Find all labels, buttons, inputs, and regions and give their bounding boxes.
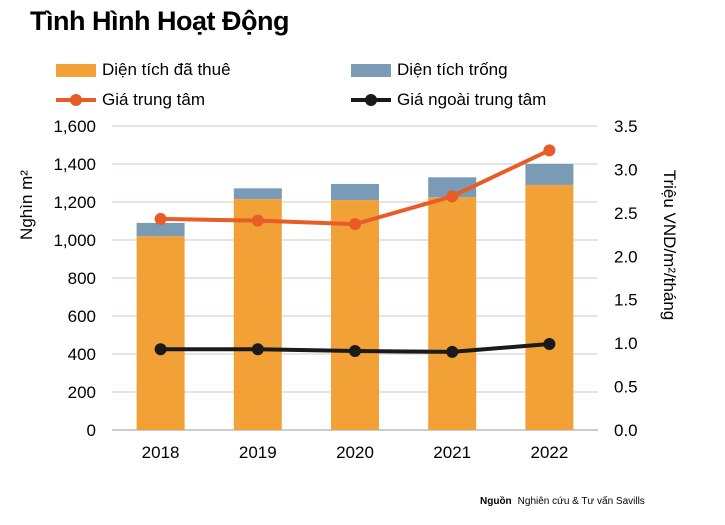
y2-axis-label: Triệu VND/m²/tháng xyxy=(660,170,679,321)
legend-item-outer-price: Giá ngoài trung tâm xyxy=(351,90,546,110)
point-outer-price xyxy=(349,344,361,357)
y2-tick-label: 0.5 xyxy=(614,378,638,397)
y-axis-label: Nghìn m² xyxy=(17,170,36,240)
legend-label: Giá trung tâm xyxy=(102,90,205,109)
y2-tick-label: 1.5 xyxy=(614,291,638,310)
bar-leased xyxy=(136,236,185,430)
y2-tick-label: 2.5 xyxy=(614,204,638,223)
legend-swatch-vacant xyxy=(351,63,391,77)
source-note: Nguồn Nghiên cứu & Tư vấn Savills xyxy=(480,496,645,507)
x-tick-label: 2019 xyxy=(239,443,277,462)
point-central-price xyxy=(154,212,167,225)
y-tick-label: 800 xyxy=(68,269,96,288)
point-outer-price xyxy=(543,338,556,351)
y-tick-label: 1,000 xyxy=(53,231,96,250)
point-outer-price xyxy=(251,343,264,356)
bar-vacant xyxy=(136,222,185,237)
y2-tick-label: 0.0 xyxy=(614,421,638,440)
y-tick-label: 400 xyxy=(68,345,96,364)
x-tick-label: 2020 xyxy=(336,443,374,462)
point-outer-price xyxy=(446,345,459,358)
x-tick-label: 2018 xyxy=(142,443,180,462)
bar-leased xyxy=(428,197,477,430)
legend-item-central-price: Giá trung tâm xyxy=(56,90,205,110)
legend-label: Diện tích đã thuê xyxy=(102,60,231,79)
point-central-price xyxy=(543,144,556,157)
y-tick-label: 0 xyxy=(87,421,96,440)
y2-tick-label: 3.5 xyxy=(614,117,638,136)
source-text: Nghiên cứu & Tư vấn Savills xyxy=(517,496,645,507)
bar-leased xyxy=(233,199,282,430)
legend-item-leased: Diện tích đã thuê xyxy=(56,60,231,80)
legend-line-outer xyxy=(351,92,391,108)
legend-swatch-leased xyxy=(56,63,96,77)
y-tick-label: 1,600 xyxy=(53,117,96,136)
bar-vacant xyxy=(525,164,574,185)
chart-title: Tình Hình Hoạt Động xyxy=(30,6,289,36)
point-central-price xyxy=(349,218,361,231)
bar-leased xyxy=(331,200,379,430)
bar-leased xyxy=(525,184,574,430)
source-label: Nguồn xyxy=(480,496,512,507)
y2-tick-label: 1.0 xyxy=(614,334,638,353)
legend-label: Giá ngoài trung tâm xyxy=(397,90,547,109)
bar-vacant xyxy=(233,188,282,200)
legend-item-vacant: Diện tích trống xyxy=(351,60,508,80)
y2-tick-label: 2.0 xyxy=(614,247,638,266)
point-central-price xyxy=(446,190,459,203)
point-central-price xyxy=(251,214,264,227)
x-tick-label: 2022 xyxy=(530,443,568,462)
legend-label: Diện tích trống xyxy=(397,60,508,79)
x-tick-label: 2021 xyxy=(433,443,471,462)
y-tick-label: 1,200 xyxy=(53,193,96,212)
y-tick-label: 1,400 xyxy=(53,155,96,174)
y2-tick-label: 3.0 xyxy=(614,160,638,179)
legend-line-central xyxy=(56,92,96,108)
y-tick-label: 600 xyxy=(68,307,96,326)
point-outer-price xyxy=(154,343,167,356)
y-tick-label: 200 xyxy=(68,383,96,402)
bar-vacant xyxy=(331,183,379,201)
